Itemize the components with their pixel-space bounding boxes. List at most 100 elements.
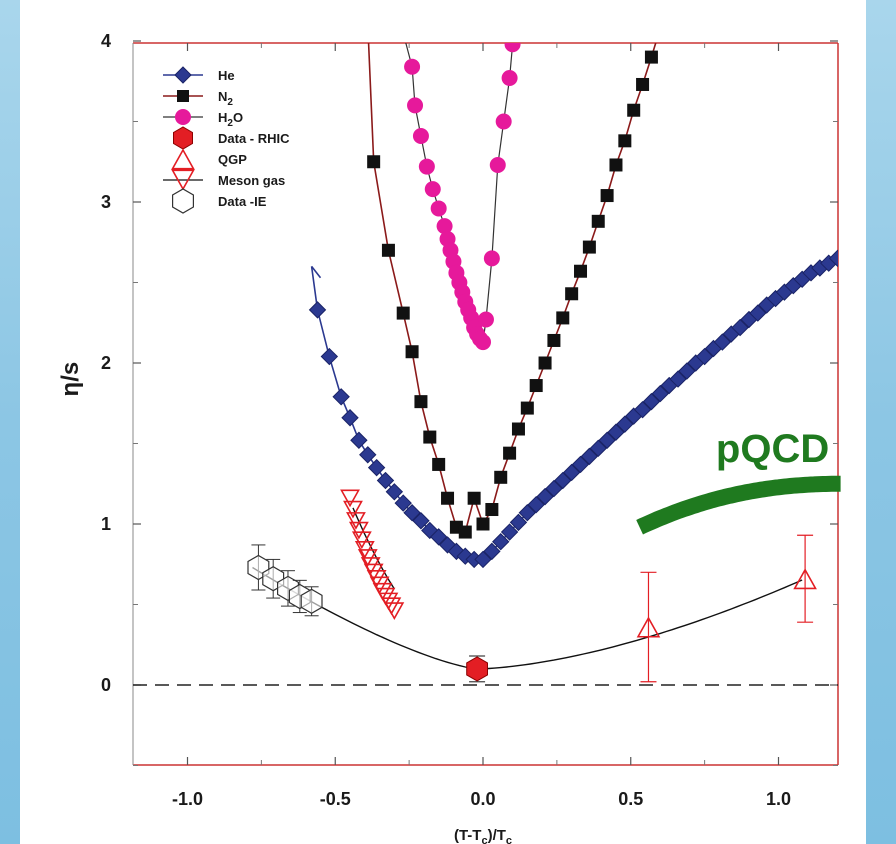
legend-he-label: He xyxy=(218,68,235,83)
h2o-marker xyxy=(495,113,512,130)
legend-rhic-marker xyxy=(173,126,193,150)
h2o-marker xyxy=(407,97,424,114)
legend-n2-marker xyxy=(177,90,189,102)
n2-marker xyxy=(636,77,650,91)
pqcd-band xyxy=(636,475,841,535)
n2-marker xyxy=(381,243,395,257)
he-marker xyxy=(828,249,838,268)
he-marker xyxy=(562,463,581,482)
he-marker xyxy=(589,439,607,458)
h2o-marker xyxy=(475,334,491,351)
n2-marker xyxy=(494,470,508,484)
legend-h2o-label: H2O xyxy=(218,110,243,129)
h2o-marker xyxy=(504,43,521,53)
he-marker xyxy=(713,333,732,351)
meson-marker xyxy=(346,512,366,530)
he-marker xyxy=(403,504,421,522)
legend-he-marker xyxy=(174,66,192,84)
n2-marker xyxy=(405,345,419,359)
n2-marker xyxy=(618,134,632,148)
n2-marker xyxy=(644,50,658,64)
n2-marker xyxy=(529,379,543,393)
n2-marker xyxy=(511,422,525,436)
he-marker xyxy=(376,471,395,490)
legend-qgp-marker xyxy=(171,148,195,170)
y-tick-label: 4 xyxy=(101,31,111,51)
n2-marker xyxy=(663,0,676,6)
n2-marker xyxy=(556,311,570,325)
h2o-marker xyxy=(477,311,494,328)
y-axis-label: η/s xyxy=(57,362,84,397)
h2o-marker xyxy=(430,200,447,217)
x-tick-label: -0.5 xyxy=(320,789,351,809)
legend-n2-label: N2 xyxy=(218,89,233,108)
n2-marker xyxy=(441,491,455,505)
h2o-marker xyxy=(404,58,421,75)
x-tick-label: 0.0 xyxy=(470,789,495,809)
he-marker xyxy=(509,513,528,532)
h2o-marker xyxy=(412,127,429,144)
he-marker xyxy=(412,512,430,530)
n2-marker xyxy=(367,155,381,169)
he-marker xyxy=(527,495,545,514)
fit-curve xyxy=(252,566,803,670)
h2o-marker xyxy=(424,181,441,198)
n2-marker xyxy=(547,333,561,347)
he-marker xyxy=(536,487,554,506)
x-axis-label: (T-Tc)/Tc xyxy=(454,827,512,844)
y-tick-label: 1 xyxy=(101,514,111,534)
n2-marker xyxy=(458,525,472,539)
he-marker xyxy=(669,370,687,388)
he-marker xyxy=(308,301,327,319)
n2-marker xyxy=(654,22,667,35)
he-marker xyxy=(616,415,634,433)
meson-marker xyxy=(340,489,360,508)
y-tick-label: 3 xyxy=(101,192,111,212)
he-marker xyxy=(341,409,359,427)
plot-content xyxy=(247,0,838,683)
y-tick-label: 0 xyxy=(101,675,111,695)
he-marker xyxy=(359,446,377,464)
he-marker xyxy=(320,347,339,366)
meson-marker xyxy=(381,597,402,616)
h2o-marker xyxy=(418,158,435,175)
qgp-marker xyxy=(793,568,817,590)
meson-marker xyxy=(351,531,372,550)
he-marker xyxy=(695,347,714,366)
he-marker xyxy=(571,455,590,474)
he-line-extension xyxy=(310,265,322,279)
he-marker xyxy=(483,542,501,561)
he-marker xyxy=(633,400,652,419)
n2-marker xyxy=(476,517,490,531)
legend: He N2 H2O Data - RHIC QGP Meson gas Data -IE xyxy=(163,66,290,214)
he-marker xyxy=(749,304,767,322)
legend-qgp-label: QGP xyxy=(218,152,247,167)
he-marker xyxy=(350,431,368,449)
rhic-marker xyxy=(466,656,488,682)
he-marker xyxy=(518,504,537,522)
ie-marker xyxy=(300,588,323,614)
he-marker xyxy=(474,550,492,569)
h2o-marker xyxy=(501,70,518,87)
x-tick-label: 0.5 xyxy=(618,789,643,809)
legend-meson-label: Meson gas xyxy=(218,173,285,188)
x-tick-label: 1.0 xyxy=(766,789,791,809)
legend-meson-marker xyxy=(171,169,195,191)
meson-marker xyxy=(348,521,369,540)
n2-marker xyxy=(582,240,596,254)
n2-line xyxy=(367,43,657,534)
n2-marker xyxy=(432,457,446,471)
n2-marker xyxy=(414,395,428,409)
eta-over-s-chart: 0 1 2 3 4 -1.0 -0.5 0.0 0.5 1.0 η/s (T-Tc)/Tc pQCD He… xyxy=(57,0,841,844)
n2-marker xyxy=(591,214,605,228)
he-line xyxy=(310,257,838,561)
qgp-marker xyxy=(636,616,661,638)
n2-marker xyxy=(565,287,579,301)
he-marker xyxy=(429,528,448,546)
n2-marker xyxy=(627,103,641,117)
he-marker xyxy=(642,392,661,411)
h2o-marker xyxy=(483,250,500,267)
n2-marker xyxy=(600,189,614,203)
n2-marker xyxy=(423,430,437,444)
h2o-marker xyxy=(489,156,506,173)
